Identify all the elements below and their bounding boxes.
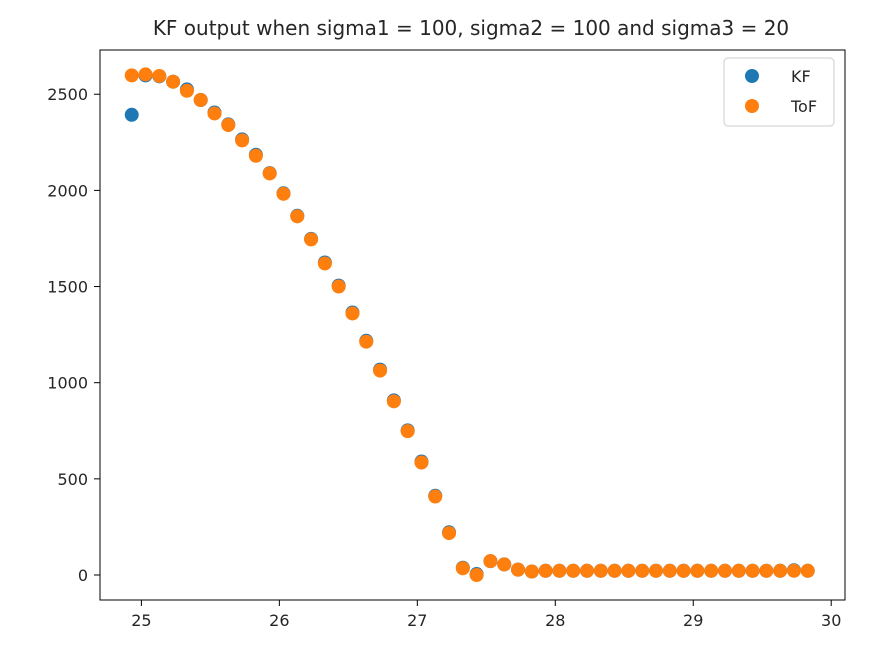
point-tof <box>248 148 263 163</box>
legend-marker-kf <box>745 69 759 83</box>
x-tick-label: 25 <box>131 611 151 630</box>
point-tof <box>580 563 595 578</box>
point-tof <box>800 563 815 578</box>
point-tof <box>704 563 719 578</box>
point-tof <box>345 306 360 321</box>
x-axis: 25 26 27 28 29 30 <box>131 600 841 630</box>
y-tick-label: 1000 <box>47 374 88 393</box>
point-tof <box>442 526 457 541</box>
point-tof <box>428 489 443 504</box>
point-tof <box>290 209 305 224</box>
point-tof <box>469 568 484 582</box>
point-tof <box>690 563 705 578</box>
point-tof <box>359 334 374 349</box>
point-tof <box>317 256 332 271</box>
point-tof <box>662 563 677 578</box>
point-tof <box>193 93 208 107</box>
point-tof <box>538 563 553 578</box>
legend: KF ToF <box>723 57 835 127</box>
legend-label-tof: ToF <box>790 97 817 116</box>
point-tof <box>455 561 470 576</box>
y-axis: 0 500 1000 1500 2000 2500 <box>47 85 100 585</box>
point-tof <box>166 74 181 89</box>
point-tof <box>414 455 429 470</box>
x-tick-label: 27 <box>407 611 427 630</box>
point-tof <box>731 563 746 578</box>
point-tof <box>566 563 581 578</box>
point-tof <box>400 424 415 439</box>
point-tof <box>717 563 732 578</box>
point-tof <box>524 564 539 579</box>
point-tof <box>648 563 663 578</box>
x-tick-label: 29 <box>683 611 703 630</box>
point-tof <box>497 557 512 572</box>
point-tof <box>331 279 346 294</box>
point-tof <box>773 563 788 578</box>
point-tof <box>676 563 691 578</box>
point-tof <box>607 563 622 578</box>
point-kf <box>124 107 139 122</box>
legend-label-kf: KF <box>791 67 811 86</box>
point-tof <box>552 563 567 578</box>
point-tof <box>621 563 636 578</box>
y-tick-label: 0 <box>78 566 88 585</box>
point-tof <box>138 67 153 82</box>
legend-box <box>723 57 835 127</box>
x-tick-label: 28 <box>545 611 565 630</box>
point-tof <box>593 563 608 578</box>
point-tof <box>786 563 801 578</box>
point-tof <box>276 186 291 201</box>
y-tick-label: 2500 <box>47 85 88 104</box>
point-tof <box>152 68 167 83</box>
y-tick-label: 500 <box>57 470 88 489</box>
point-tof <box>235 133 250 148</box>
point-tof <box>221 118 236 132</box>
point-tof <box>373 363 388 378</box>
y-tick-label: 2000 <box>47 181 88 200</box>
y-tick-label: 1500 <box>47 278 88 297</box>
legend-marker-tof <box>745 99 759 113</box>
point-tof <box>262 166 277 181</box>
x-tick-label: 30 <box>821 611 841 630</box>
point-tof <box>759 563 774 578</box>
point-tof <box>179 83 194 98</box>
data-points <box>124 67 815 582</box>
chart-title: KF output when sigma1 = 100, sigma2 = 10… <box>153 16 789 40</box>
point-tof <box>304 232 319 247</box>
point-tof <box>483 554 498 569</box>
point-tof <box>386 394 401 409</box>
point-tof <box>635 563 650 578</box>
point-tof <box>745 563 760 578</box>
point-tof <box>124 68 139 83</box>
x-tick-label: 26 <box>269 611 289 630</box>
plot-area <box>99 49 846 601</box>
point-tof <box>207 106 222 121</box>
point-tof <box>511 562 526 577</box>
